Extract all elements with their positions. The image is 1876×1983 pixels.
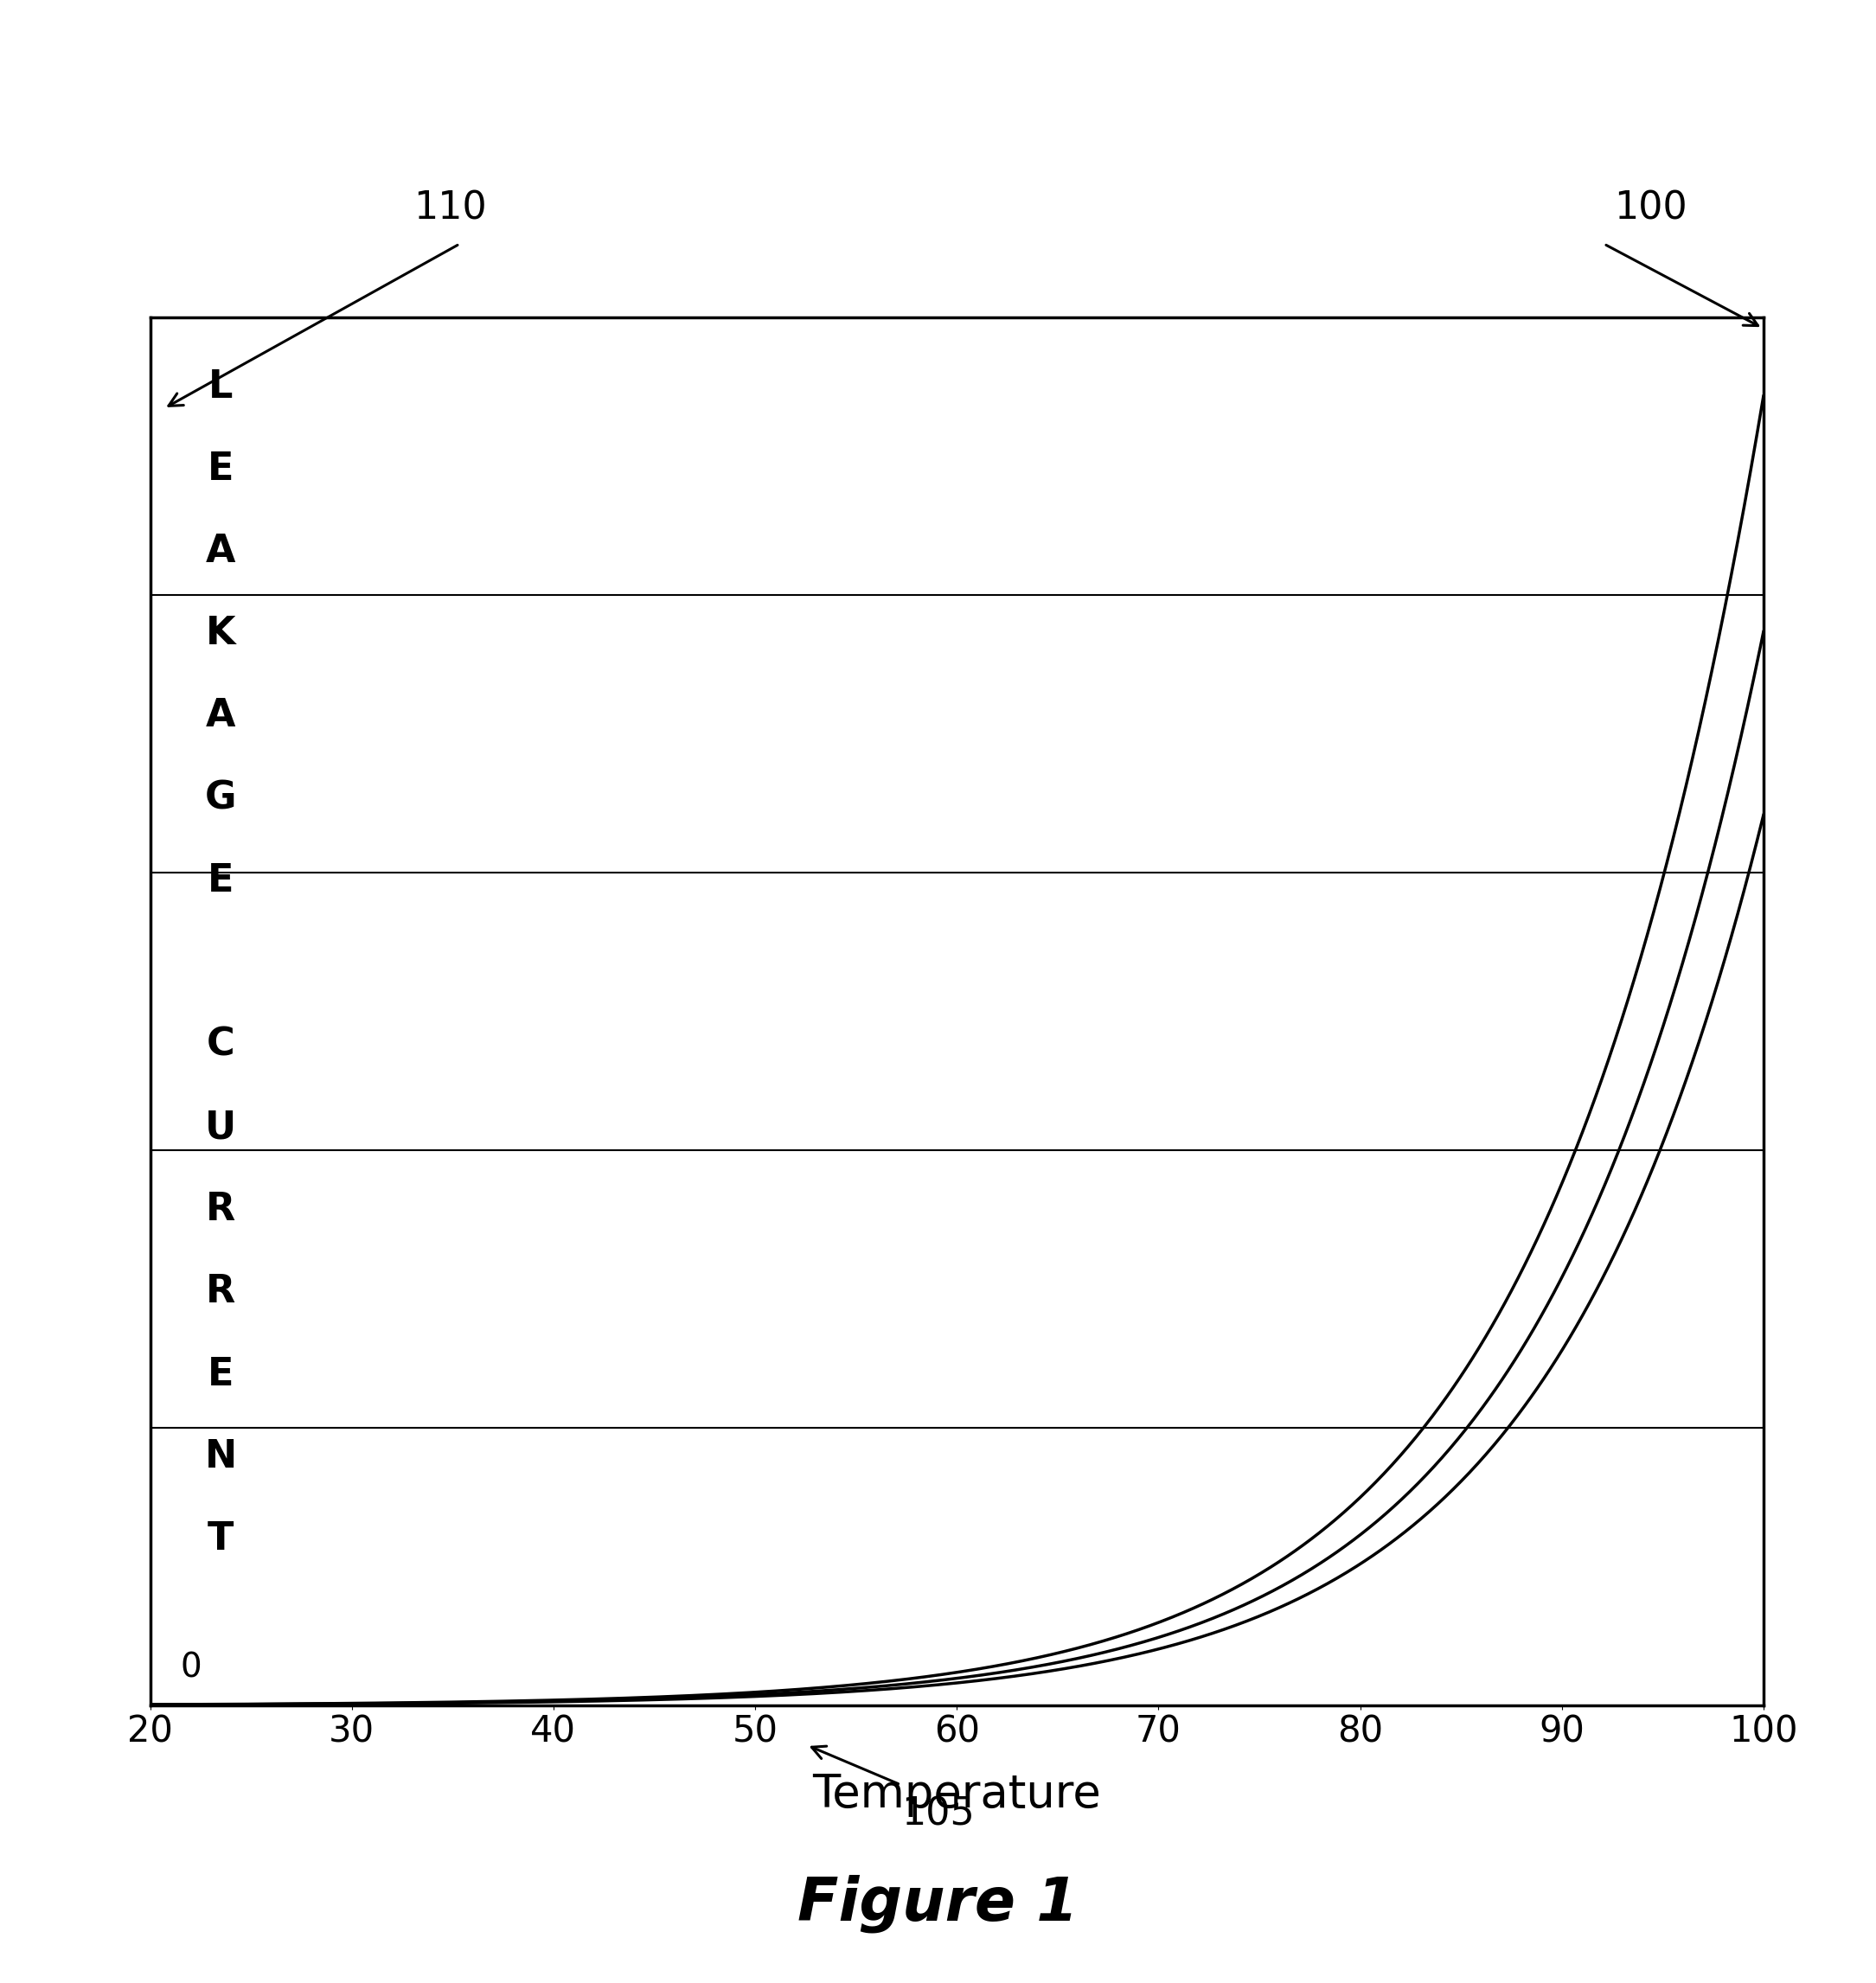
Text: U: U — [204, 1108, 236, 1146]
Text: G: G — [204, 779, 236, 817]
Text: R: R — [206, 1192, 236, 1227]
Text: N: N — [204, 1438, 236, 1475]
Text: 0: 0 — [180, 1652, 203, 1684]
Text: C: C — [206, 1027, 234, 1063]
Text: E: E — [208, 863, 234, 898]
X-axis label: Temperature: Temperature — [812, 1771, 1101, 1816]
Text: L: L — [208, 369, 233, 405]
Text: Figure 1: Figure 1 — [797, 1874, 1079, 1933]
Text: E: E — [208, 450, 234, 488]
Text: A: A — [206, 698, 236, 734]
Text: 110: 110 — [413, 190, 488, 226]
Text: 105: 105 — [900, 1797, 976, 1832]
Text: A: A — [206, 533, 236, 569]
Text: R: R — [206, 1273, 236, 1311]
Text: 100: 100 — [1613, 190, 1688, 226]
Text: E: E — [208, 1356, 234, 1392]
Text: T: T — [208, 1521, 234, 1557]
Text: K: K — [206, 615, 236, 652]
